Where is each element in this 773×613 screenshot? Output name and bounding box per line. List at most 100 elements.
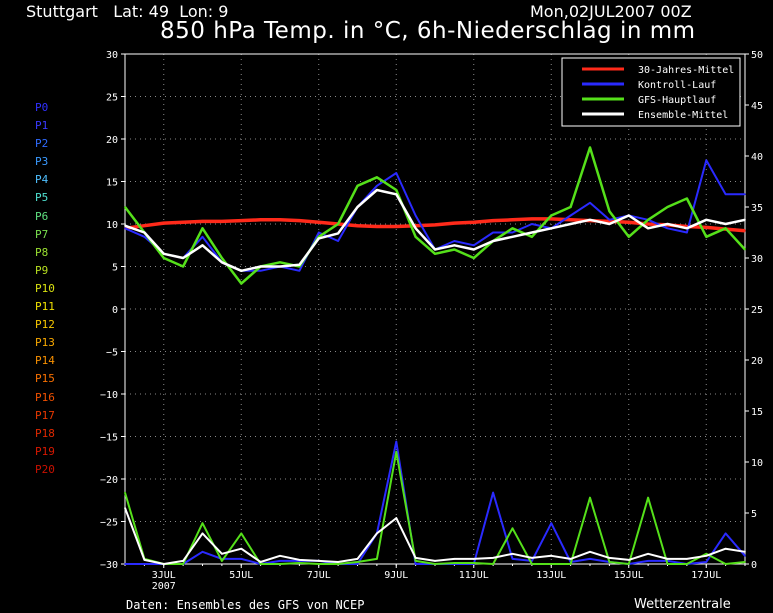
data-point-ensemble-mittel	[376, 533, 378, 535]
data-point-kontroll-lauf	[492, 232, 494, 234]
data-point-ensemble-mittel	[473, 558, 475, 560]
left-axis-tick-label: −5	[106, 348, 118, 359]
data-point-ensemble-mittel	[434, 249, 436, 251]
right-axis-tick-label: 15	[751, 407, 763, 418]
data-point-gfs-hauptlauf	[628, 563, 630, 565]
data-point-kontroll-lauf	[609, 219, 611, 221]
data-point-ensemble-mittel	[318, 238, 320, 240]
data-point-gfs-hauptlauf	[589, 147, 591, 149]
data-point-ensemble-mittel	[744, 219, 746, 221]
left-axis-tick-label: −25	[100, 518, 118, 529]
data-point-ensemble-mittel	[628, 215, 630, 217]
data-point-gfs-hauptlauf	[570, 206, 572, 208]
data-point-gfs-hauptlauf	[376, 558, 378, 560]
data-point-ensemble-mittel	[415, 227, 417, 229]
data-point-gfs-hauptlauf	[395, 189, 397, 191]
x-axis-tick-label: 17JUL	[691, 570, 721, 581]
data-point-ensemble-mittel	[260, 561, 262, 563]
data-point-ensemble-mittel	[221, 261, 223, 263]
data-point-30-jahres-mittel	[260, 219, 262, 221]
data-point-kontroll-lauf	[647, 560, 649, 562]
data-point-ensemble-mittel	[415, 557, 417, 559]
data-point-30-jahres-mittel	[395, 226, 397, 228]
data-point-30-jahres-mittel	[492, 220, 494, 222]
left-axis-tick-label: −10	[100, 390, 118, 401]
data-point-gfs-hauptlauf	[395, 451, 397, 453]
data-point-ensemble-mittel	[357, 558, 359, 560]
data-point-kontroll-lauf	[744, 555, 746, 557]
x-axis-tick-label: 7JUL	[307, 570, 331, 581]
data-point-kontroll-lauf	[531, 223, 533, 225]
data-point-ensemble-mittel	[725, 548, 727, 550]
data-point-ensemble-mittel	[725, 223, 727, 225]
data-point-ensemble-mittel	[512, 553, 514, 555]
data-point-gfs-hauptlauf	[318, 563, 320, 565]
data-point-ensemble-mittel	[454, 558, 456, 560]
series-line-ensemble-mittel	[125, 190, 745, 271]
data-point-ensemble-mittel	[124, 507, 126, 509]
data-point-gfs-hauptlauf	[609, 210, 611, 212]
data-point-ensemble-mittel	[182, 257, 184, 259]
left-axis-tick-label: 10	[106, 220, 118, 231]
data-point-gfs-hauptlauf	[454, 562, 456, 564]
data-point-30-jahres-mittel	[434, 224, 436, 226]
data-point-ensemble-mittel	[395, 193, 397, 195]
data-point-ensemble-mittel	[531, 557, 533, 559]
data-point-ensemble-mittel	[492, 240, 494, 242]
left-axis-tick-label: 15	[106, 178, 118, 189]
right-axis-tick-label: 40	[751, 152, 763, 163]
publisher-label: Wetterzentrale	[634, 597, 731, 612]
left-axis-tick-label: 20	[106, 135, 118, 146]
data-point-ensemble-mittel	[299, 264, 301, 266]
x-axis-year-label: 2007	[152, 581, 176, 592]
x-axis-tick-label: 15JUL	[614, 570, 644, 581]
data-point-ensemble-mittel	[589, 219, 591, 221]
left-axis-tick-label: 25	[106, 93, 118, 104]
data-point-gfs-hauptlauf	[357, 561, 359, 563]
left-axis-tick-label: −30	[100, 560, 118, 571]
data-point-gfs-hauptlauf	[357, 185, 359, 187]
data-point-kontroll-lauf	[279, 560, 281, 562]
data-source-note: Daten: Ensembles des GFS von NCEP	[126, 598, 364, 612]
right-axis-tick-label: 20	[751, 356, 763, 367]
data-point-ensemble-mittel	[318, 560, 320, 562]
data-point-kontroll-lauf	[744, 193, 746, 195]
data-point-ensemble-mittel	[473, 249, 475, 251]
data-point-ensemble-mittel	[240, 270, 242, 272]
data-point-gfs-hauptlauf	[279, 563, 281, 565]
data-point-ensemble-mittel	[667, 558, 669, 560]
data-point-kontroll-lauf	[686, 232, 688, 234]
right-axis-tick-label: 0	[751, 560, 757, 571]
legend-label: GFS-Hauptlauf	[638, 95, 716, 106]
data-point-kontroll-lauf	[144, 236, 146, 238]
data-point-gfs-hauptlauf	[628, 236, 630, 238]
data-point-gfs-hauptlauf	[492, 563, 494, 565]
data-point-gfs-hauptlauf	[240, 283, 242, 285]
data-point-gfs-hauptlauf	[454, 249, 456, 251]
right-axis-tick-label: 10	[751, 458, 763, 469]
data-point-ensemble-mittel	[357, 206, 359, 208]
data-point-ensemble-mittel	[570, 223, 572, 225]
data-point-ensemble-mittel	[705, 219, 707, 221]
data-point-ensemble-mittel	[609, 223, 611, 225]
series-line-kontroll-lauf-precip	[125, 442, 745, 564]
data-point-ensemble-mittel	[337, 233, 339, 235]
data-point-kontroll-lauf	[473, 244, 475, 246]
data-point-gfs-hauptlauf	[725, 563, 727, 565]
legend-label: Ensemble-Mittel	[638, 110, 728, 121]
data-point-gfs-hauptlauf	[279, 261, 281, 263]
data-point-30-jahres-mittel	[628, 222, 630, 224]
data-point-30-jahres-mittel	[299, 220, 301, 222]
right-axis-tick-label: 25	[751, 305, 763, 316]
data-point-kontroll-lauf	[144, 563, 146, 565]
series-line-ensemble-mittel-precip	[125, 508, 745, 564]
data-point-30-jahres-mittel	[376, 226, 378, 228]
data-point-ensemble-mittel	[667, 223, 669, 225]
data-point-kontroll-lauf	[202, 551, 204, 553]
data-point-kontroll-lauf	[492, 492, 494, 494]
data-point-30-jahres-mittel	[609, 221, 611, 223]
data-point-ensemble-mittel	[686, 558, 688, 560]
data-point-gfs-hauptlauf	[260, 563, 262, 565]
right-axis-tick-label: 35	[751, 203, 763, 214]
